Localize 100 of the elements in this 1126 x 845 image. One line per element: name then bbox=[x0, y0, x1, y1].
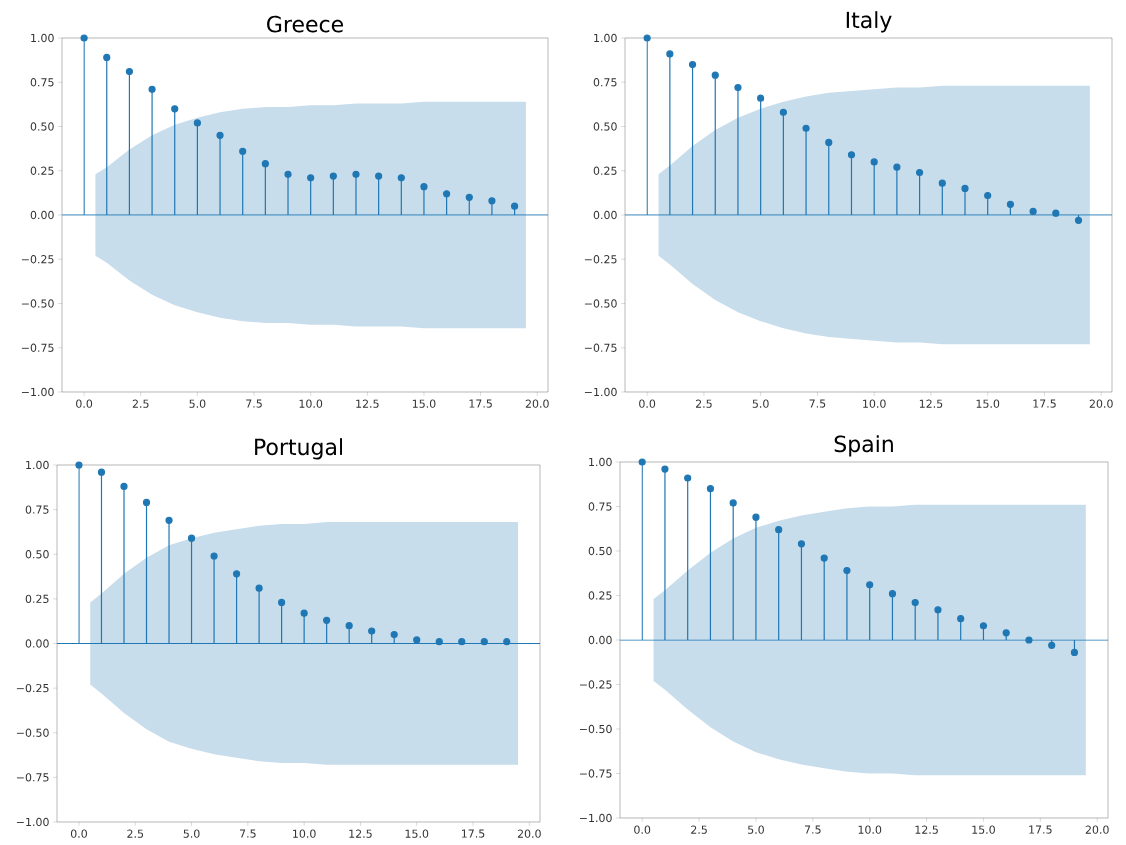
point bbox=[232, 570, 241, 578]
point bbox=[1052, 209, 1060, 217]
y-tick-label: 0.75 bbox=[30, 78, 54, 87]
y-tick-label: 0.25 bbox=[30, 166, 54, 175]
point bbox=[775, 526, 783, 534]
point bbox=[666, 50, 674, 58]
point bbox=[368, 627, 376, 635]
y-tick-label: 1.00 bbox=[31, 33, 54, 43]
point bbox=[711, 71, 719, 79]
x-tick-label: 17.5 bbox=[1033, 399, 1056, 408]
x-tick-label: 12.5 bbox=[349, 829, 372, 838]
x-tick-label: 2.5 bbox=[127, 829, 144, 838]
point bbox=[825, 138, 833, 147]
chart-title: Portugal bbox=[255, 438, 343, 460]
chart-title: Italy bbox=[846, 11, 892, 33]
point bbox=[688, 60, 697, 69]
x-tick-label: 0.0 bbox=[639, 399, 656, 408]
point bbox=[171, 105, 179, 113]
x-tick-label: 7.5 bbox=[809, 399, 826, 408]
point bbox=[329, 172, 337, 180]
y-tick-label: −1.00 bbox=[579, 813, 612, 823]
point bbox=[643, 34, 651, 42]
point bbox=[307, 174, 315, 182]
point bbox=[893, 163, 901, 171]
point bbox=[142, 498, 151, 507]
x-tick-label: 20.0 bbox=[1089, 399, 1113, 408]
x-tick-label: 17.5 bbox=[469, 399, 492, 408]
y-tick-label: −0.75 bbox=[21, 343, 54, 352]
chart-title: Greece bbox=[267, 15, 344, 33]
x-tick-label: 7.5 bbox=[246, 399, 262, 408]
point bbox=[210, 552, 218, 560]
y-tick-label: −0.25 bbox=[584, 255, 617, 264]
x-tick-label: 17.5 bbox=[461, 829, 485, 838]
x-tick-label: 10.0 bbox=[863, 399, 886, 408]
y-tick-label: −0.75 bbox=[584, 343, 617, 352]
chart-title: Spain bbox=[834, 435, 893, 457]
point bbox=[352, 170, 360, 178]
point bbox=[120, 482, 128, 491]
point bbox=[239, 147, 247, 155]
point bbox=[797, 540, 806, 548]
point bbox=[1074, 216, 1083, 224]
x-tick-label: 7.5 bbox=[240, 829, 256, 838]
point bbox=[961, 184, 969, 193]
x-tick-label: 17.5 bbox=[1029, 825, 1052, 834]
point bbox=[847, 151, 856, 159]
point bbox=[957, 615, 965, 623]
x-tick-label: 7.5 bbox=[804, 825, 821, 834]
y-tick-label: 1.00 bbox=[594, 33, 617, 43]
y-tick-label: 0.50 bbox=[588, 546, 612, 556]
y-tick-label: 0.00 bbox=[25, 639, 49, 648]
point bbox=[1002, 629, 1010, 637]
point bbox=[75, 461, 83, 469]
x-tick-label: 20.0 bbox=[517, 829, 541, 838]
y-tick-label: 1.00 bbox=[26, 460, 49, 470]
point bbox=[375, 172, 383, 180]
y-tick-label: −1.00 bbox=[21, 387, 54, 397]
y-tick-label: 0.75 bbox=[25, 505, 49, 514]
x-tick-label: 5.0 bbox=[748, 825, 764, 834]
y-tick-label: −0.25 bbox=[16, 683, 49, 693]
point bbox=[480, 638, 488, 646]
x-tick-label: 5.0 bbox=[189, 399, 206, 408]
point bbox=[1025, 636, 1033, 644]
point bbox=[752, 513, 760, 521]
x-tick-label: 15.0 bbox=[412, 399, 436, 408]
point bbox=[193, 119, 201, 127]
x-tick-label: 12.5 bbox=[915, 825, 938, 834]
x-tick-label: 2.5 bbox=[691, 825, 707, 834]
x-tick-label: 10.0 bbox=[293, 829, 316, 838]
point bbox=[934, 606, 942, 614]
point bbox=[261, 160, 269, 168]
y-tick-label: 0.25 bbox=[588, 591, 612, 600]
y-tick-label: 0.50 bbox=[593, 122, 617, 131]
point bbox=[1070, 648, 1079, 657]
point bbox=[443, 190, 451, 198]
x-tick-label: 20.0 bbox=[525, 399, 549, 408]
y-tick-label: −0.75 bbox=[579, 769, 612, 778]
x-tick-label: 15.0 bbox=[972, 825, 995, 834]
y-tick-label: 0.25 bbox=[593, 166, 617, 175]
point bbox=[390, 630, 398, 639]
x-tick-label: 15.0 bbox=[405, 829, 429, 838]
point bbox=[1029, 207, 1037, 216]
x-tick-label: 0.0 bbox=[76, 399, 93, 408]
point bbox=[216, 131, 224, 139]
point bbox=[938, 179, 946, 187]
x-tick-label: 15.0 bbox=[976, 399, 1000, 408]
point bbox=[80, 34, 88, 42]
y-tick-label: −0.50 bbox=[16, 728, 49, 737]
y-tick-label: −0.50 bbox=[579, 724, 612, 734]
point bbox=[661, 465, 669, 473]
point bbox=[706, 485, 715, 493]
point bbox=[757, 94, 765, 102]
y-tick-label: 0.00 bbox=[588, 635, 612, 645]
point bbox=[255, 584, 263, 592]
y-tick-label: −0.25 bbox=[579, 680, 612, 689]
point bbox=[638, 458, 646, 466]
point bbox=[397, 174, 405, 182]
point bbox=[1006, 200, 1015, 208]
x-tick-label: 0.0 bbox=[634, 825, 651, 834]
point bbox=[284, 170, 292, 178]
point bbox=[734, 83, 742, 92]
